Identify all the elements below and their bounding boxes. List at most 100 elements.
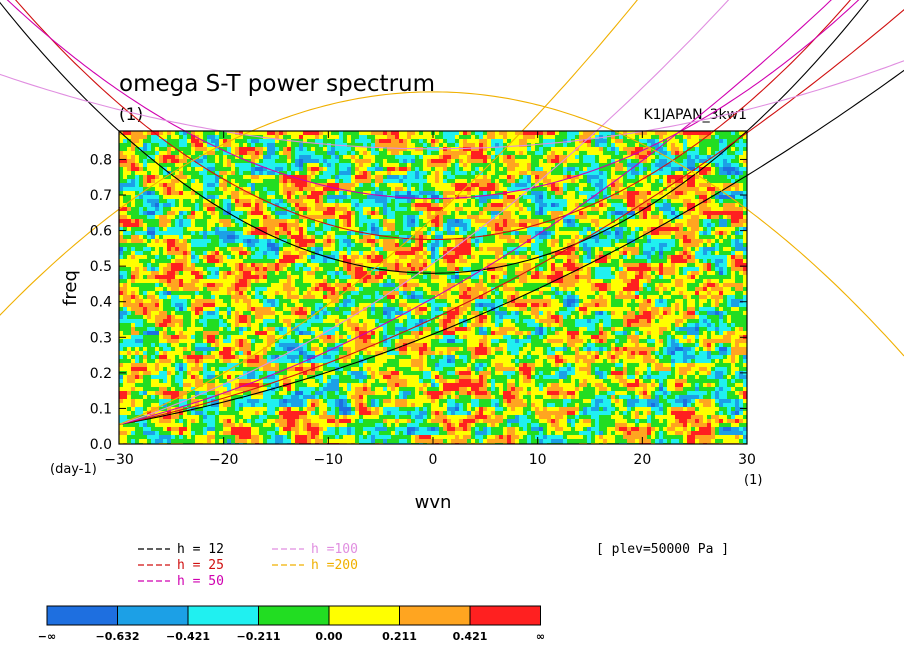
heatmap-cell: [643, 167, 647, 171]
heatmap-cell: [395, 199, 399, 203]
heatmap-cell: [607, 235, 611, 239]
heatmap-cell: [179, 139, 183, 143]
heatmap-cell: [159, 159, 163, 163]
heatmap-cell: [335, 155, 339, 159]
heatmap-cell: [387, 131, 391, 135]
heatmap-cell: [411, 191, 415, 195]
heatmap-cell: [683, 131, 687, 135]
heatmap-cell: [659, 143, 663, 147]
heatmap-cell: [695, 247, 699, 251]
heatmap-cell: [547, 183, 551, 187]
heatmap-cell: [719, 139, 723, 143]
heatmap-cell: [175, 187, 179, 191]
heatmap-cell: [435, 163, 439, 167]
heatmap-cell: [595, 211, 599, 215]
heatmap-cell: [191, 187, 195, 191]
heatmap-cell: [299, 207, 303, 211]
heatmap-cell: [303, 139, 307, 143]
heatmap-cell: [695, 191, 699, 195]
heatmap-cell: [167, 199, 171, 203]
heatmap-cell: [307, 215, 311, 219]
heatmap-cell: [651, 155, 655, 159]
heatmap-cell: [195, 219, 199, 223]
heatmap-cell: [283, 151, 287, 155]
heatmap-cell: [631, 203, 635, 207]
heatmap-cell: [563, 187, 567, 191]
heatmap-cell: [199, 135, 203, 139]
heatmap-cell: [251, 195, 255, 199]
heatmap-cell: [207, 171, 211, 175]
heatmap-cell: [203, 135, 207, 139]
heatmap-cell: [279, 203, 283, 207]
heatmap-cell: [443, 231, 447, 235]
heatmap-cell: [563, 183, 567, 187]
heatmap-cell: [735, 211, 739, 215]
heatmap-cell: [703, 231, 707, 235]
heatmap-cell: [683, 183, 687, 187]
heatmap-cell: [623, 135, 627, 139]
heatmap-cell: [443, 247, 447, 251]
heatmap-cell: [695, 231, 699, 235]
heatmap-cell: [447, 187, 451, 191]
heatmap-cell: [183, 247, 187, 251]
heatmap-cell: [371, 163, 375, 167]
heatmap-cell: [395, 135, 399, 139]
heatmap-cell: [363, 135, 367, 139]
heatmap-cell: [127, 175, 131, 179]
heatmap-cell: [235, 235, 239, 239]
heatmap-cell: [587, 167, 591, 171]
heatmap-cell: [383, 231, 387, 235]
heatmap-cell: [263, 219, 267, 223]
heatmap-cell: [227, 251, 231, 255]
heatmap-cell: [263, 155, 267, 159]
heatmap-cell: [743, 167, 747, 171]
heatmap-cell: [135, 235, 139, 239]
heatmap-cell: [495, 175, 499, 179]
heatmap-cell: [163, 163, 167, 167]
heatmap-cell: [327, 135, 331, 139]
heatmap-cell: [175, 239, 179, 243]
heatmap-cell: [243, 207, 247, 211]
heatmap-cell: [647, 167, 651, 171]
heatmap-cell: [395, 239, 399, 243]
heatmap-cell: [659, 147, 663, 151]
heatmap-cell: [123, 227, 127, 231]
heatmap-cell: [711, 231, 715, 235]
heatmap-cell: [279, 251, 283, 255]
heatmap-cell: [219, 135, 223, 139]
heatmap-cell: [355, 251, 359, 255]
heatmap-cell: [619, 167, 623, 171]
heatmap-cell: [407, 251, 411, 255]
heatmap-cell: [127, 191, 131, 195]
heatmap-cell: [211, 239, 215, 243]
heatmap-cell: [343, 207, 347, 211]
heatmap-cell: [231, 171, 235, 175]
heatmap-cell: [691, 147, 695, 151]
heatmap-cell: [235, 175, 239, 179]
heatmap-cell: [383, 211, 387, 215]
heatmap-cell: [199, 151, 203, 155]
heatmap-cell: [603, 199, 607, 203]
heatmap-cell: [607, 167, 611, 171]
heatmap-cell: [663, 243, 667, 247]
heatmap-cell: [371, 179, 375, 183]
heatmap-cell: [347, 183, 351, 187]
heatmap-cell: [479, 135, 483, 139]
heatmap-cell: [219, 211, 223, 215]
heatmap-cell: [123, 155, 127, 159]
heatmap-cell: [119, 135, 123, 139]
heatmap-cell: [307, 251, 311, 255]
heatmap-cell: [499, 243, 503, 247]
heatmap-cell: [695, 187, 699, 191]
heatmap-cell: [147, 175, 151, 179]
heatmap-cell: [615, 151, 619, 155]
heatmap-cell: [687, 227, 691, 231]
heatmap-cell: [403, 207, 407, 211]
heatmap-cell: [215, 151, 219, 155]
heatmap-cell: [651, 239, 655, 243]
heatmap-cell: [655, 219, 659, 223]
heatmap-cell: [187, 143, 191, 147]
heatmap-cell: [275, 147, 279, 151]
heatmap-cell: [139, 211, 143, 215]
heatmap-cell: [415, 247, 419, 251]
